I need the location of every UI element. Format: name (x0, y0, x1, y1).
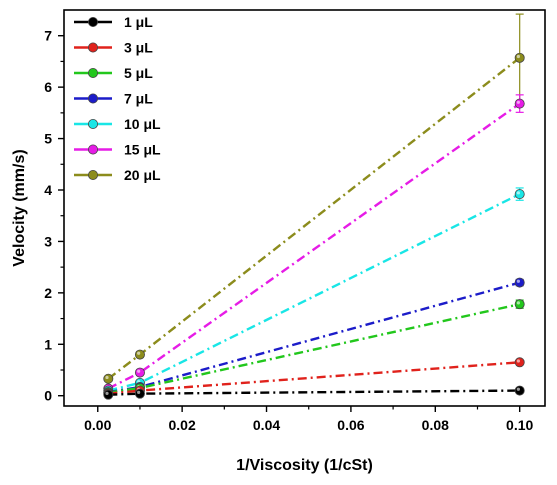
plot-area: 0.00 0.02 0.04 0.06 0.08 0.10 0 1 2 3 4 5 6 7 1 μL 3 μL… (44, 9, 546, 433)
y-tick-label: 5 (44, 131, 52, 147)
legend-label: 20 μL (124, 167, 161, 183)
series-line (108, 361, 520, 395)
series-line (108, 281, 521, 394)
y-tick-label: 1 (44, 336, 52, 352)
data-point-highlight (516, 100, 520, 104)
legend-label: 15 μL (124, 142, 161, 158)
data-point-highlight (137, 390, 141, 394)
data-point-highlight (516, 54, 520, 59)
legend-marker (88, 144, 99, 155)
series-line (108, 302, 520, 394)
legend: 1 μL 3 μL 5 μL 7 μL 10 μL 15 μL 20 μL (74, 14, 161, 183)
data-point-highlight (516, 387, 520, 391)
data-point-highlight (516, 359, 520, 363)
data-point (514, 98, 525, 109)
y-tick-label: 4 (44, 182, 52, 198)
legend-marker (88, 119, 99, 130)
series-line (108, 389, 520, 396)
y-tick-label: 2 (44, 285, 52, 301)
data-point-highlight (516, 279, 520, 283)
data-point-highlight (516, 301, 520, 305)
data-point (134, 367, 145, 378)
x-tick-label: 0.00 (84, 417, 111, 433)
x-tick-label: 0.04 (253, 417, 280, 433)
y-tick-label: 0 (44, 388, 52, 404)
x-tick-label: 0.08 (422, 417, 449, 433)
y-tick-label: 6 (44, 79, 52, 95)
series-line (107, 56, 521, 380)
x-axis-title: 1/Viscosity (1/cSt) (236, 457, 373, 474)
data-point (514, 385, 525, 396)
legend-marker (88, 16, 99, 27)
legend-marker (88, 68, 99, 79)
data-point (514, 357, 525, 368)
data-point-highlight (105, 391, 109, 395)
y-tick-label: 7 (44, 28, 52, 44)
series-line (107, 102, 521, 390)
plot-frame (63, 9, 546, 407)
data-point-highlight (137, 351, 141, 355)
legend-marker (88, 93, 99, 104)
data-point (514, 299, 525, 310)
data-point (134, 349, 145, 360)
data-point-highlight (105, 375, 109, 380)
x-tick-label: 0.02 (169, 417, 196, 433)
x-tick-label: 0.06 (337, 417, 364, 433)
legend-label: 7 μL (124, 91, 153, 107)
series-group (103, 13, 525, 400)
legend-label: 1 μL (124, 14, 153, 30)
series-line (108, 193, 521, 392)
legend-label: 10 μL (124, 116, 161, 132)
legend-marker (88, 42, 99, 53)
data-point (103, 389, 114, 400)
data-point (514, 189, 525, 200)
legend-label: 3 μL (124, 40, 153, 56)
x-tick-label: 0.10 (506, 417, 533, 433)
data-point (514, 52, 525, 63)
legend-label: 5 μL (124, 65, 153, 81)
y-tick-label: 3 (44, 233, 52, 249)
data-point (103, 373, 114, 384)
data-point (134, 388, 145, 399)
y-axis-title: Velocity (mm/s) (11, 149, 28, 266)
legend-marker (88, 169, 99, 180)
data-point-highlight (516, 191, 520, 195)
data-point-highlight (137, 369, 141, 373)
data-point (514, 277, 525, 288)
